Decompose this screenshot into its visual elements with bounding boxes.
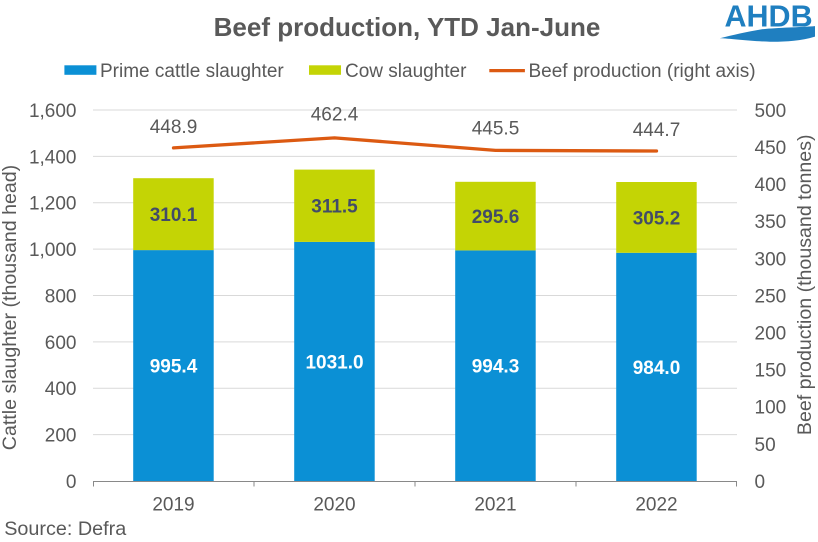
svg-text:800: 800 <box>45 286 77 307</box>
svg-text:0: 0 <box>755 472 766 493</box>
svg-text:200: 200 <box>45 426 77 447</box>
svg-text:Beef production, YTD Jan-June: Beef production, YTD Jan-June <box>214 12 601 42</box>
svg-text:300: 300 <box>755 249 787 270</box>
svg-text:500: 500 <box>755 101 787 122</box>
svg-text:1031.0: 1031.0 <box>305 352 363 373</box>
svg-text:400: 400 <box>755 175 787 196</box>
svg-text:448.9: 448.9 <box>150 117 198 138</box>
svg-text:Prime cattle slaughter: Prime cattle slaughter <box>100 61 284 82</box>
svg-text:0: 0 <box>66 472 77 493</box>
svg-text:Beef production (thousand tonn: Beef production (thousand tonnes) <box>794 134 816 435</box>
svg-text:462.4: 462.4 <box>311 105 359 126</box>
svg-text:445.5: 445.5 <box>472 118 520 139</box>
svg-text:150: 150 <box>755 361 787 382</box>
svg-text:2019: 2019 <box>152 495 194 516</box>
svg-text:250: 250 <box>755 286 787 307</box>
svg-text:995.4: 995.4 <box>150 357 198 378</box>
svg-text:450: 450 <box>755 138 787 159</box>
svg-text:350: 350 <box>755 212 787 233</box>
svg-text:295.6: 295.6 <box>472 207 520 228</box>
svg-text:310.1: 310.1 <box>150 205 198 226</box>
svg-text:Beef production (right axis): Beef production (right axis) <box>529 61 756 82</box>
svg-text:444.7: 444.7 <box>633 120 681 141</box>
svg-text:1,400: 1,400 <box>29 147 77 168</box>
svg-text:400: 400 <box>45 379 77 400</box>
svg-text:2022: 2022 <box>635 495 677 516</box>
svg-text:200: 200 <box>755 324 787 345</box>
svg-text:984.0: 984.0 <box>633 358 681 379</box>
svg-text:2020: 2020 <box>313 495 355 516</box>
svg-text:Cow slaughter: Cow slaughter <box>345 61 467 82</box>
svg-text:Source: Defra: Source: Defra <box>4 518 126 540</box>
svg-text:1,200: 1,200 <box>29 194 77 215</box>
svg-text:Cattle slaughter (thousand hea: Cattle slaughter (thousand head) <box>0 165 21 450</box>
svg-text:994.3: 994.3 <box>472 357 520 378</box>
svg-text:50: 50 <box>755 435 776 456</box>
svg-text:100: 100 <box>755 398 787 419</box>
svg-text:305.2: 305.2 <box>633 208 681 229</box>
svg-text:1,000: 1,000 <box>29 240 77 261</box>
svg-text:600: 600 <box>45 333 77 354</box>
svg-text:2021: 2021 <box>474 495 516 516</box>
svg-text:1,600: 1,600 <box>29 101 77 122</box>
svg-text:311.5: 311.5 <box>311 197 358 218</box>
